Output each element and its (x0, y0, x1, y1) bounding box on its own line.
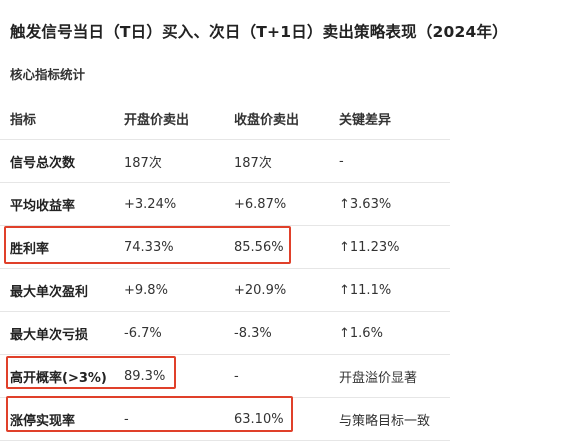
row-label: 最大单次亏损 (10, 327, 89, 343)
table-row: 胜利率 74.33% 85.56% ↑11.23% (0, 226, 450, 269)
row-label: 平均收益率 (10, 198, 76, 214)
table-row: 平均收益率 +3.24% +6.87% ↑3.63% (0, 183, 450, 226)
table-row: 最大单次亏损 -6.7% -8.3% ↑1.6% (0, 312, 450, 355)
open-sell-value: 74.33% (124, 239, 174, 255)
page-title: 触发信号当日（T日）买入、次日（T+1日）卖出策略表现（2024年） (10, 23, 508, 41)
open-sell-value: 187次 (124, 155, 162, 171)
close-sell-value: 63.10% (234, 411, 284, 427)
close-sell-value: 187次 (234, 155, 272, 171)
row-label: 胜利率 (10, 241, 50, 257)
table-header-row: 指标 开盘价卖出 收盘价卖出 关键差异 (0, 97, 450, 140)
close-sell-value: +6.87% (234, 196, 287, 212)
header-indicator: 指标 (10, 112, 37, 128)
diff-value: 开盘溢价显著 (339, 370, 418, 386)
diff-value: ↑3.63% (339, 196, 392, 212)
header-close-sell: 收盘价卖出 (234, 112, 300, 128)
header-open-sell: 开盘价卖出 (124, 112, 190, 128)
close-sell-value: 85.56% (234, 239, 284, 255)
section-subtitle: 核心指标统计 (10, 67, 86, 82)
table-row: 最大单次盈利 +9.8% +20.9% ↑11.1% (0, 269, 450, 312)
row-label: 高开概率(>3%) (10, 370, 107, 386)
header-key-diff: 关键差异 (339, 112, 392, 128)
table-row: 涨停实现率 - 63.10% 与策略目标一致 (0, 398, 450, 441)
open-sell-value: +9.8% (124, 282, 168, 298)
open-sell-value: 89.3% (124, 368, 166, 384)
open-sell-value: -6.7% (124, 325, 162, 341)
row-label: 涨停实现率 (10, 413, 76, 429)
diff-value: 与策略目标一致 (339, 413, 431, 429)
diff-value: ↑11.23% (339, 239, 400, 255)
close-sell-value: -8.3% (234, 325, 272, 341)
table-row: 信号总次数 187次 187次 - (0, 140, 450, 183)
row-label: 最大单次盈利 (10, 284, 89, 300)
diff-value: ↑11.1% (339, 282, 392, 298)
open-sell-value: +3.24% (124, 196, 177, 212)
close-sell-value: +20.9% (234, 282, 287, 298)
diff-value: - (339, 153, 344, 169)
diff-value: ↑1.6% (339, 325, 383, 341)
close-sell-value: - (234, 368, 239, 384)
stats-table: 指标 开盘价卖出 收盘价卖出 关键差异 信号总次数 187次 187次 - 平均… (0, 97, 450, 441)
open-sell-value: - (124, 411, 129, 427)
row-label: 信号总次数 (10, 155, 76, 171)
table-row: 高开概率(>3%) 89.3% - 开盘溢价显著 (0, 355, 450, 398)
